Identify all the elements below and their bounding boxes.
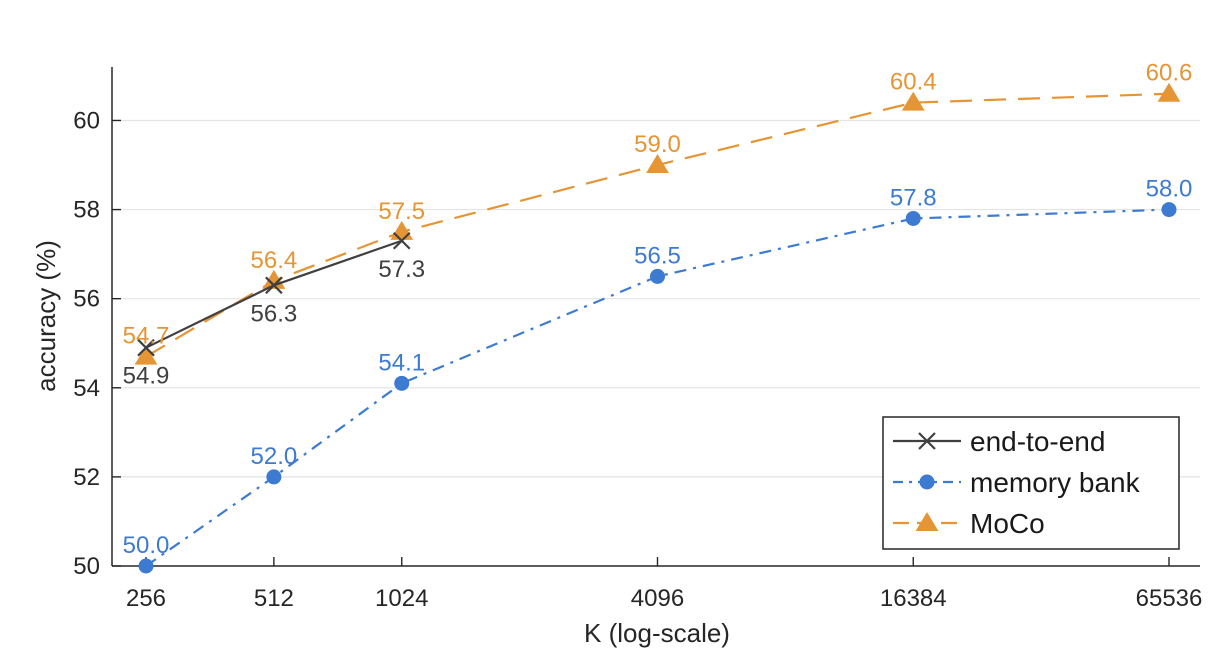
y-tick-label: 50 [73, 553, 100, 580]
x-axis-title: K (log-scale) [584, 618, 730, 648]
chart-canvas: 50 52 54 56 58 60 256 512 1024 4096 16384 65536 50.… [0, 0, 1224, 660]
data-label-memory-bank: 50.0 [123, 532, 170, 559]
x-tick-label: 4096 [631, 585, 684, 612]
data-label-memory-bank: 54.1 [378, 349, 425, 376]
data-label-memory-bank: 56.5 [634, 242, 681, 269]
legend-label-moco: MoCo [970, 508, 1045, 539]
data-point-memory-bank [395, 376, 409, 390]
x-tick-label: 16384 [880, 585, 947, 612]
data-label-memory-bank: 58.0 [1146, 176, 1193, 203]
data-point-memory-bank [139, 559, 153, 573]
y-tick-label: 56 [73, 286, 100, 313]
data-label-moco: 60.6 [1146, 60, 1193, 87]
data-label-memory-bank: 57.8 [890, 184, 937, 211]
y-tick-label: 52 [73, 464, 100, 491]
data-point-memory-bank [651, 269, 665, 283]
data-label-moco: 54.7 [123, 323, 170, 350]
x-tick-label: 65536 [1136, 585, 1203, 612]
y-axis-title: accuracy (%) [31, 240, 61, 392]
y-tick-label: 54 [73, 375, 100, 402]
data-label-end-to-end: 56.3 [251, 300, 298, 327]
data-point-memory-bank [1162, 203, 1176, 217]
data-label-end-to-end: 57.3 [378, 256, 425, 283]
accuracy-vs-k-chart: 50 52 54 56 58 60 256 512 1024 4096 16384 65536 50.… [0, 0, 1224, 660]
data-label-memory-bank: 52.0 [251, 443, 298, 470]
x-tick-label: 1024 [375, 585, 428, 612]
x-tick-label: 256 [126, 585, 166, 612]
data-label-moco: 59.0 [634, 131, 681, 158]
data-label-moco: 60.4 [890, 69, 937, 96]
y-tick-label: 58 [73, 197, 100, 224]
x-tick-label: 512 [254, 585, 294, 612]
data-label-moco: 57.5 [378, 198, 425, 225]
legend-marker-memory-bank [920, 475, 934, 489]
data-label-moco: 56.4 [251, 247, 298, 274]
data-label-end-to-end: 54.9 [123, 363, 170, 390]
data-point-memory-bank [906, 211, 920, 225]
legend: end-to-end memory bank MoCo [883, 417, 1179, 549]
y-tick-label: 60 [73, 107, 100, 134]
data-point-memory-bank [267, 470, 281, 484]
legend-label-end-to-end: end-to-end [970, 426, 1105, 457]
legend-label-memory-bank: memory bank [970, 467, 1141, 498]
